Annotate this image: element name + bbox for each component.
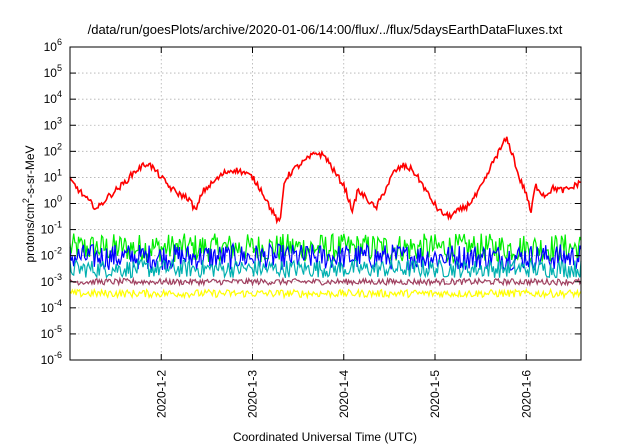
y-tick-label: 10-4 (41, 298, 62, 315)
x-axis-label: Coordinated Universal Time (UTC) (233, 430, 417, 444)
y-tick-label: 106 (44, 37, 62, 54)
y-tick-label: 100 (44, 194, 62, 211)
y-tick-label: 10-6 (41, 350, 62, 367)
series-line-4 (69, 287, 582, 300)
series-line-1 (69, 242, 582, 271)
x-tick-label: 2020-1-4 (337, 370, 351, 418)
x-tick-label: 2020-1-6 (519, 370, 533, 418)
series-line-2 (69, 258, 582, 280)
y-tick-label: 10-2 (41, 246, 62, 263)
y-tick-label: 10-3 (41, 272, 62, 289)
y-axis-ticks: 10-6 10-5 10-4 10-3 10-2 10-1 100 101 102 103 104 1… (41, 37, 581, 367)
series-line-3 (69, 276, 582, 287)
y-tick-label: 10-1 (41, 220, 62, 237)
series-layer (69, 136, 582, 300)
x-tick-label: 2020-1-5 (428, 370, 442, 418)
y-tick-label: 105 (44, 63, 62, 80)
y-tick-label: 104 (44, 89, 62, 106)
chart-title: /data/run/goesPlots/archive/2020-01-06/1… (88, 22, 563, 37)
series-line-5 (69, 136, 582, 225)
x-axis-ticks: 2020-1-2 2020-1-3 2020-1-4 2020-1-5 2020-1-6 (154, 47, 533, 418)
grid-lines (70, 47, 581, 360)
y-axis-label: protons/cm2-s-sr-MeV (21, 145, 37, 262)
y-tick-label: 101 (44, 167, 62, 184)
y-tick-label: 102 (44, 141, 62, 158)
x-tick-label: 2020-1-3 (246, 370, 260, 418)
x-tick-label: 2020-1-2 (154, 370, 168, 418)
y-tick-label: 103 (44, 115, 62, 132)
y-tick-label: 10-5 (41, 324, 62, 341)
series-line-0 (69, 232, 582, 265)
